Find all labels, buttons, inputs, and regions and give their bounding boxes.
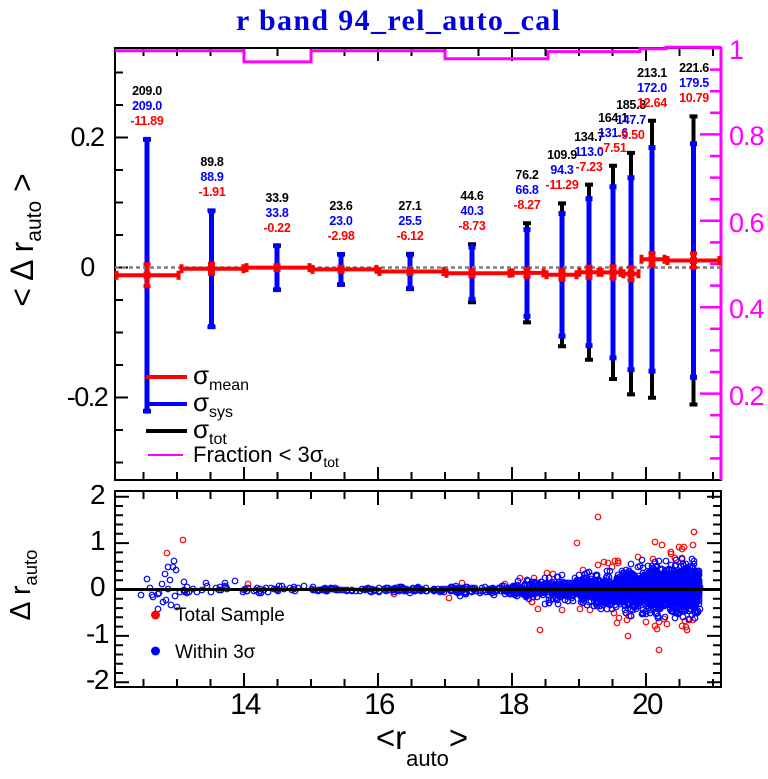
svg-text:94.3: 94.3 <box>550 163 573 177</box>
svg-text:33.9: 33.9 <box>265 191 288 205</box>
svg-text:-7.23: -7.23 <box>576 160 603 174</box>
svg-text:109.9: 109.9 <box>547 148 577 162</box>
svg-text:-2.98: -2.98 <box>328 229 355 243</box>
svg-text:1: 1 <box>729 35 743 65</box>
svg-text:-0.2: -0.2 <box>67 382 108 412</box>
svg-text:25.5: 25.5 <box>398 214 421 228</box>
svg-text:r band 94_rel_auto_cal: r band 94_rel_auto_cal <box>236 4 560 37</box>
svg-text:209.0: 209.0 <box>132 84 162 98</box>
svg-text:221.6: 221.6 <box>679 61 709 75</box>
svg-text:23.6: 23.6 <box>329 199 352 213</box>
svg-text:113.0: 113.0 <box>574 145 603 159</box>
svg-text:1: 1 <box>90 525 105 556</box>
svg-text:16: 16 <box>364 688 395 721</box>
svg-text:10.79: 10.79 <box>679 91 709 105</box>
svg-text:23.0: 23.0 <box>329 214 352 228</box>
svg-text:44.6: 44.6 <box>460 189 483 203</box>
svg-text:179.5: 179.5 <box>679 76 709 90</box>
svg-text:-8.73: -8.73 <box>459 219 486 233</box>
svg-text:88.9: 88.9 <box>200 170 223 184</box>
svg-text:213.1: 213.1 <box>637 66 667 80</box>
svg-text:Δ rauto: Δ rauto <box>5 550 41 621</box>
svg-text:89.8: 89.8 <box>200 155 223 169</box>
svg-text:0.2: 0.2 <box>70 122 104 152</box>
svg-text:209.0: 209.0 <box>132 99 162 113</box>
svg-text:172.0: 172.0 <box>637 81 667 95</box>
svg-text:-0.22: -0.22 <box>264 221 291 235</box>
svg-text:0: 0 <box>90 571 105 602</box>
svg-text:40.3: 40.3 <box>460 204 483 218</box>
svg-text:131.6: 131.6 <box>598 126 628 140</box>
svg-text:2: 2 <box>90 479 105 510</box>
svg-text:134.7: 134.7 <box>574 130 604 144</box>
svg-text:147.7: 147.7 <box>616 113 646 127</box>
svg-text:-11.89: -11.89 <box>131 114 164 128</box>
svg-text:-7.51: -7.51 <box>600 141 627 155</box>
svg-text:76.2: 76.2 <box>515 168 538 182</box>
svg-text:Fraction < 3σtot: Fraction < 3σtot <box>193 442 339 470</box>
svg-text:-8.27: -8.27 <box>514 198 541 212</box>
svg-text:Within 3σ: Within 3σ <box>175 642 256 663</box>
svg-text:0.4: 0.4 <box>729 294 765 324</box>
svg-text:-6.12: -6.12 <box>397 229 424 243</box>
svg-text:0.8: 0.8 <box>729 121 764 151</box>
svg-text:-1.91: -1.91 <box>199 185 226 199</box>
svg-text:18: 18 <box>498 688 529 721</box>
svg-text:0.6: 0.6 <box>729 208 764 238</box>
svg-text:0: 0 <box>80 252 94 282</box>
svg-text:-2: -2 <box>86 664 109 695</box>
svg-text:185.8: 185.8 <box>616 98 646 112</box>
svg-text:12.64: 12.64 <box>637 96 667 110</box>
svg-text:164.1: 164.1 <box>598 111 628 125</box>
svg-text:66.8: 66.8 <box>515 183 538 197</box>
svg-text:27.1: 27.1 <box>398 199 421 213</box>
svg-text:-9.50: -9.50 <box>618 128 645 142</box>
svg-text:14: 14 <box>230 688 261 721</box>
svg-text:-1: -1 <box>86 618 109 649</box>
svg-text:-11.29: -11.29 <box>546 178 579 192</box>
svg-text:33.8: 33.8 <box>265 206 288 220</box>
svg-text:Total Sample: Total Sample <box>175 605 285 626</box>
svg-text:0.2: 0.2 <box>729 381 764 411</box>
svg-text:20: 20 <box>632 688 663 721</box>
